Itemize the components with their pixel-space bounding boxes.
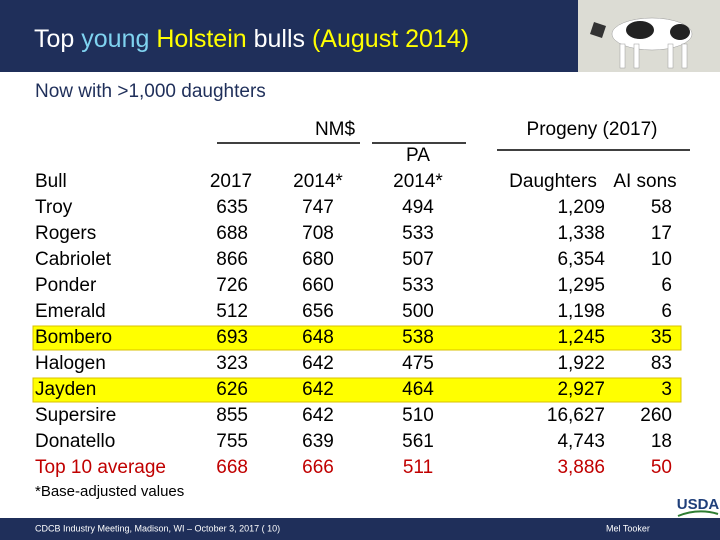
cow-photo [578,0,720,72]
cell: 726 [216,275,248,296]
cell: 475 [402,353,434,374]
subtitle: Now with >1,000 daughters [35,81,266,102]
cell: 639 [302,431,334,452]
cell: 494 [402,197,434,218]
cell: Jayden [35,379,96,400]
cell: Supersire [35,405,116,426]
cell: 1,338 [557,223,605,244]
group-header: Progeny (2017) [527,119,658,140]
cell: 3 [661,379,672,400]
cell: Ponder [35,275,97,296]
column-header: 2014* [393,171,443,192]
logo-text: USDA [677,496,720,513]
cell: 693 [216,327,248,348]
title-part: bulls [247,25,305,53]
cell: 323 [216,353,248,374]
cell: 626 [216,379,248,400]
column-header: 2017 [210,171,252,192]
cell: 533 [402,223,434,244]
column-header: Bull [35,171,67,192]
cell: Rogers [35,223,96,244]
cell: 642 [302,353,334,374]
cell: Emerald [35,301,106,322]
cell: Troy [35,197,73,218]
column-header: AI sons [613,171,676,192]
average-cell: 668 [216,457,248,478]
row-highlight [32,377,682,403]
cell: 747 [302,197,334,218]
cell: 708 [302,223,334,244]
column-header: 2014* [293,171,343,192]
cell: 635 [216,197,248,218]
cell: 507 [402,249,434,270]
footnote: *Base-adjusted values [35,483,184,500]
cell: 648 [302,327,334,348]
cell: 58 [651,197,672,218]
cell: 512 [216,301,248,322]
average-cell: 511 [403,457,433,478]
cell: 533 [402,275,434,296]
cell: 18 [651,431,672,452]
cell: 561 [402,431,434,452]
cell: 6,354 [557,249,605,270]
row-highlight [32,325,682,351]
cell: 642 [302,379,334,400]
cell: 660 [302,275,334,296]
average-cell: 3,886 [557,457,605,478]
usda-logo: USDA [676,496,720,518]
average-cell: 666 [302,457,334,478]
cell: 866 [216,249,248,270]
title-part: Holstein [149,25,246,53]
cell: 500 [402,301,434,322]
cell: 688 [216,223,248,244]
cell: 1,198 [557,301,605,322]
cell: 1,922 [557,353,605,374]
cell: 10 [651,249,672,270]
cell: 2,927 [557,379,605,400]
average-cell: 50 [651,457,672,478]
cell: 1,295 [557,275,605,296]
cell: 17 [651,223,672,244]
cell: 35 [651,327,672,348]
cell: 260 [640,405,672,426]
cell: Cabriolet [35,249,112,270]
title: Top young Holstein bulls (August 2014) [34,25,469,53]
cell: 538 [402,327,434,348]
title-part: Top [34,25,81,53]
cell: Bombero [35,327,112,348]
cell: 680 [302,249,334,270]
footer-bar [0,518,720,540]
cell: 1,209 [557,197,605,218]
cell: 642 [302,405,334,426]
cell: 16,627 [547,405,605,426]
cell: Donatello [35,431,115,452]
cell: 755 [216,431,248,452]
footer-left: CDCB Industry Meeting, Madison, WI – Oct… [35,523,280,533]
group-header: NM$ [315,119,356,140]
cell: 1,245 [557,327,605,348]
group-header: PA [406,145,430,166]
cell: 83 [651,353,672,374]
cell: 464 [402,379,434,400]
footer-right: Mel Tooker [606,523,650,533]
cell: 855 [216,405,248,426]
cell: 510 [402,405,434,426]
cell: 6 [661,275,672,296]
cell: Halogen [35,353,106,374]
column-header: Daughters [509,171,597,192]
title-part: (August 2014) [305,25,469,53]
cell: 656 [302,301,334,322]
average-cell: Top 10 average [35,457,166,478]
title-part: young [81,25,149,53]
cell: 6 [661,301,672,322]
cell: 4,743 [557,431,605,452]
